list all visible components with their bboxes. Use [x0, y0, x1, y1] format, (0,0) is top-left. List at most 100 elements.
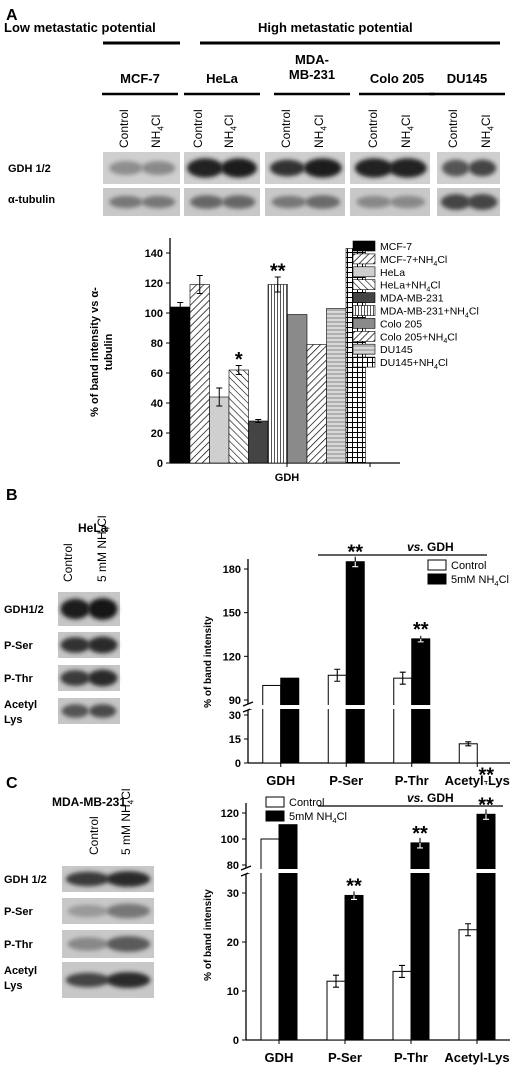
chart-c-bar — [476, 813, 496, 1041]
chart-b-legend-label: 5mM NH4Cl — [451, 574, 509, 588]
chart-a-y-tick-label: 140 — [145, 248, 163, 260]
chart-a-y-label: % of band intensity vs α-tubulin — [89, 287, 115, 417]
panel-b-blot-band-1 — [60, 598, 91, 620]
cell-line-label: Colo 205 — [370, 71, 424, 86]
chart-c-significance: ** — [412, 823, 428, 845]
panel-b-blot-row-label: P-Ser — [4, 640, 33, 652]
tubulin-blot — [265, 188, 345, 216]
chart-b-bar — [262, 684, 282, 764]
tubulin-blot — [103, 188, 180, 216]
chart-a-error-bar — [235, 365, 242, 375]
panel-c-blot-band-2 — [106, 936, 151, 952]
panel-b-blot-band-1 — [61, 704, 89, 718]
chart-c-error-bar — [399, 964, 405, 978]
low-metastatic-label: Low metastatic potential — [4, 20, 156, 35]
chart-a-legend-label: MDA-MB-231 — [380, 293, 444, 305]
gdh-blot — [184, 152, 260, 184]
chart-a-legend-swatch — [352, 253, 376, 265]
cell-line-label: MCF-7 — [120, 71, 160, 86]
panel-c-blot-row-label: P-Thr — [4, 939, 33, 951]
chart-a-bar — [326, 308, 347, 464]
chart-a-bar — [287, 314, 308, 464]
gdh-blot-band-1 — [109, 160, 144, 176]
chart-a-legend-label: DU145+NH4Cl — [380, 357, 448, 371]
chart-a-legend-swatch — [352, 305, 376, 316]
tubulin-blot-band-2 — [390, 195, 426, 209]
panel-b-cell-line: HeLa — [78, 521, 108, 535]
chart-c-legend-label: Control — [289, 797, 324, 809]
blot-row-label-tubulin: α-tubulin — [8, 194, 55, 206]
panel-b-blot — [58, 698, 120, 724]
gdh-blot — [350, 152, 430, 184]
chart-c-break-gap — [248, 869, 512, 873]
chart-a-error-bar — [255, 419, 262, 423]
panel-b-blot — [58, 592, 120, 626]
chart-c-axis-break — [240, 865, 252, 871]
chart-a-bar — [228, 369, 249, 464]
chart-b-bar — [345, 561, 365, 764]
tubulin-blot-band-2 — [305, 195, 341, 209]
chart-b-category-label: P-Ser — [329, 773, 363, 788]
chart-a-error-bar — [177, 302, 184, 312]
panel-c-blot-row-label: P-Ser — [4, 906, 33, 918]
gdh-blot-band-2 — [468, 159, 497, 177]
chart-a-legend-swatch — [352, 240, 376, 252]
chart-b-break-gap — [250, 705, 512, 709]
chart-a-legend-label: MCF-7 — [380, 241, 412, 253]
panel-c-blot-band-2 — [106, 871, 151, 887]
chart-a-significance: * — [235, 349, 243, 371]
gdh-blot — [437, 152, 500, 184]
lane-label: NH4Cl — [149, 115, 165, 148]
chart-a-legend-label: Colo 205+NH4Cl — [380, 331, 457, 345]
chart-b-legend-swatch — [427, 573, 447, 585]
tubulin-blot — [437, 188, 500, 216]
panel-c-blot-band-1 — [67, 937, 108, 951]
chart-b-error-bar — [334, 668, 341, 682]
panel-b-blot-band-2 — [87, 636, 118, 654]
gdh-blot — [103, 152, 180, 184]
panel-a-letter: A — [6, 7, 18, 24]
chart-b-y-tick-label: 15 — [229, 734, 241, 746]
panel-c-blot-band-1 — [65, 871, 110, 887]
chart-c-significance: ** — [346, 875, 362, 897]
tubulin-blot-band-1 — [440, 194, 472, 210]
lane-label: Control — [87, 816, 101, 855]
panel-b-letter: B — [6, 487, 18, 504]
chart-a-error-bar — [216, 387, 223, 407]
cell-line-label: DU145 — [447, 71, 487, 86]
panel-c-cell-line: MDA-MB-231 — [52, 795, 126, 809]
panel-b-blot-band-2 — [87, 598, 118, 620]
chart-a-error-bar — [196, 275, 203, 294]
tubulin-blot-band-1 — [356, 195, 392, 209]
panel-c-blot-row-label: GDH 1/2 — [4, 874, 47, 886]
chart-a-legend-swatch — [352, 292, 376, 303]
chart-a-legend-label: Colo 205 — [380, 318, 422, 330]
panel-b-blot — [58, 665, 120, 691]
chart-a-bar — [189, 284, 210, 464]
chart-b-bar — [280, 677, 300, 764]
chart-c-error-bar — [333, 974, 339, 988]
chart-b-bar — [393, 677, 413, 764]
chart-a-legend-swatch — [352, 279, 376, 291]
tubulin-blot-band-2 — [222, 195, 256, 209]
lane-label: 5 mM NH4Cl — [95, 515, 111, 582]
gdh-blot-band-2 — [303, 158, 342, 178]
chart-b-y-tick-label: 90 — [229, 695, 241, 707]
lane-label: Control — [191, 109, 205, 148]
panel-c-letter: C — [6, 775, 18, 792]
gdh-blot-band-1 — [187, 158, 224, 178]
tubulin-blot — [184, 188, 260, 216]
chart-a-y-tick-label: 20 — [151, 428, 163, 440]
chart-b-bar — [411, 638, 431, 764]
chart-c-significance: ** — [478, 794, 494, 816]
chart-a-legend-swatch — [352, 330, 376, 342]
chart-a-legend-label: HeLa+NH4Cl — [380, 280, 440, 294]
tubulin-blot-band-1 — [109, 195, 144, 209]
chart-c-y-tick-label: 100 — [221, 834, 239, 846]
lane-label: Control — [61, 543, 75, 582]
chart-c-category-label: GDH — [265, 1050, 294, 1065]
lane-label: Control — [117, 109, 131, 148]
chart-c-comparison-label: vs. GDH — [407, 791, 454, 805]
chart-a-bar — [209, 396, 230, 464]
